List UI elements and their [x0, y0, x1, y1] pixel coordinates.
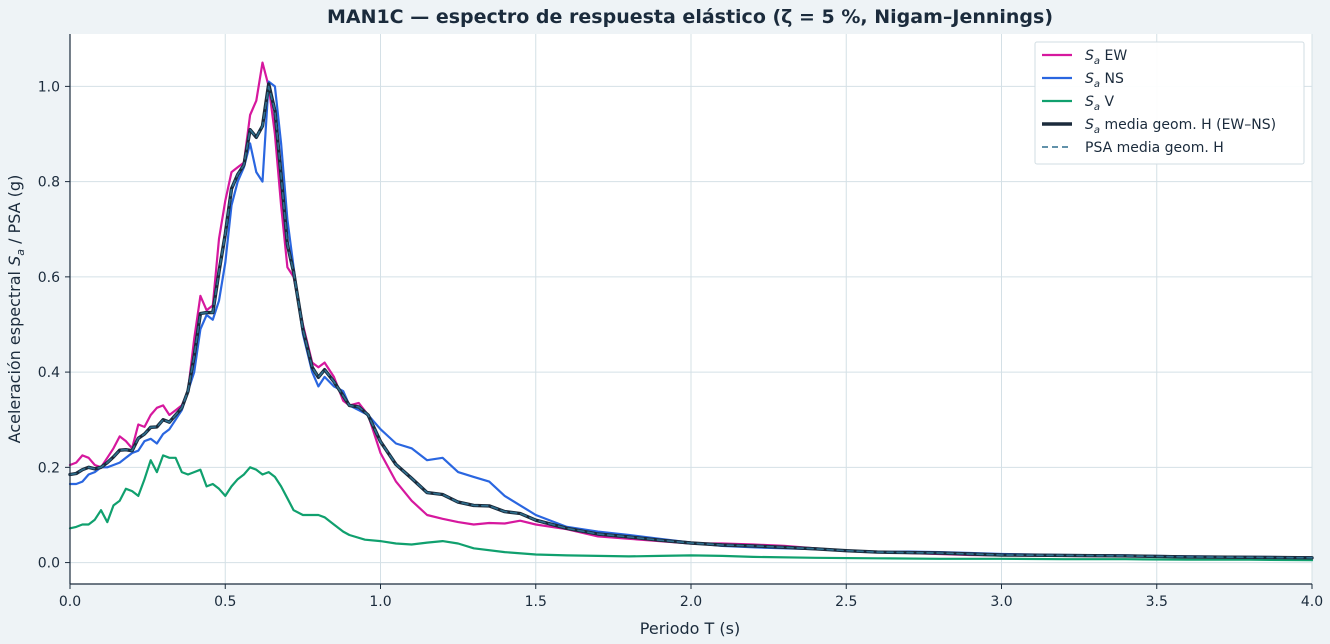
legend-label-sa-ew: Sa EW — [1085, 48, 1127, 67]
legend-label-rest: V — [1100, 94, 1114, 110]
legend-label-rest: NS — [1100, 71, 1124, 87]
legend-label-sub: a — [1094, 56, 1100, 67]
x-tick-label: 0.0 — [59, 594, 81, 610]
y-tick-label: 0.8 — [38, 175, 60, 191]
legend-label-sa-v: Sa V — [1085, 94, 1114, 113]
y-axis-label-var: S — [5, 256, 24, 266]
legend-label-var: S — [1085, 94, 1094, 110]
x-axis-label: Periodo T (s) — [640, 619, 740, 638]
legend-label-var: S — [1085, 117, 1094, 133]
chart-title: MAN1C — espectro de respuesta elástico (… — [327, 6, 1053, 28]
x-tick-label: 3.0 — [990, 594, 1012, 610]
legend-label-sa-ns: Sa NS — [1085, 71, 1124, 90]
y-tick-label: 0.4 — [38, 365, 60, 381]
x-ticks: 0.0 0.5 1.0 1.5 2.0 2.5 3.0 3.5 4.0 — [59, 584, 1323, 610]
legend-label-var: S — [1085, 71, 1094, 87]
x-tick-label: 2.0 — [680, 594, 702, 610]
y-tick-label: 0.6 — [38, 270, 60, 286]
legend-label-var: S — [1085, 48, 1094, 64]
x-tick-label: 1.5 — [525, 594, 547, 610]
legend-label-rest: media geom. H (EW–NS) — [1100, 117, 1276, 133]
y-tick-label: 0.0 — [38, 556, 60, 572]
legend-label-sub: a — [1094, 79, 1100, 90]
y-axis-label: Aceleración espectral Sa / PSA (g) — [5, 175, 27, 444]
y-axis-label-text-1: Aceleración espectral — [5, 266, 24, 443]
legend-label-psa-media-geom-h: PSA media geom. H — [1085, 140, 1224, 156]
x-tick-label: 0.5 — [214, 594, 236, 610]
y-tick-label: 0.2 — [38, 460, 60, 476]
series-line-sa-v — [68, 454, 1314, 562]
legend-label-rest: EW — [1100, 48, 1127, 64]
y-axis-label-text-2: / PSA (g) — [5, 175, 24, 249]
legend-label-sub: a — [1094, 125, 1100, 136]
legend-label-sa-media-geom-h-ew-ns: Sa media geom. H (EW–NS) — [1085, 117, 1276, 136]
y-ticks: 0.0 0.2 0.4 0.6 0.8 1.0 — [38, 79, 70, 572]
x-tick-label: 3.5 — [1146, 594, 1168, 610]
series-layer — [68, 61, 1314, 562]
x-tick-label: 2.5 — [835, 594, 857, 610]
legend-box — [1034, 41, 1305, 165]
y-tick-label: 1.0 — [38, 79, 60, 95]
x-tick-label: 4.0 — [1301, 594, 1323, 610]
x-tick-label: 1.0 — [369, 594, 391, 610]
series-line-psa-media-geom-h — [69, 85, 1313, 559]
grid — [69, 34, 1313, 584]
legend-label-sub: a — [1094, 102, 1100, 113]
y-axis-label-sub: a — [14, 249, 27, 256]
